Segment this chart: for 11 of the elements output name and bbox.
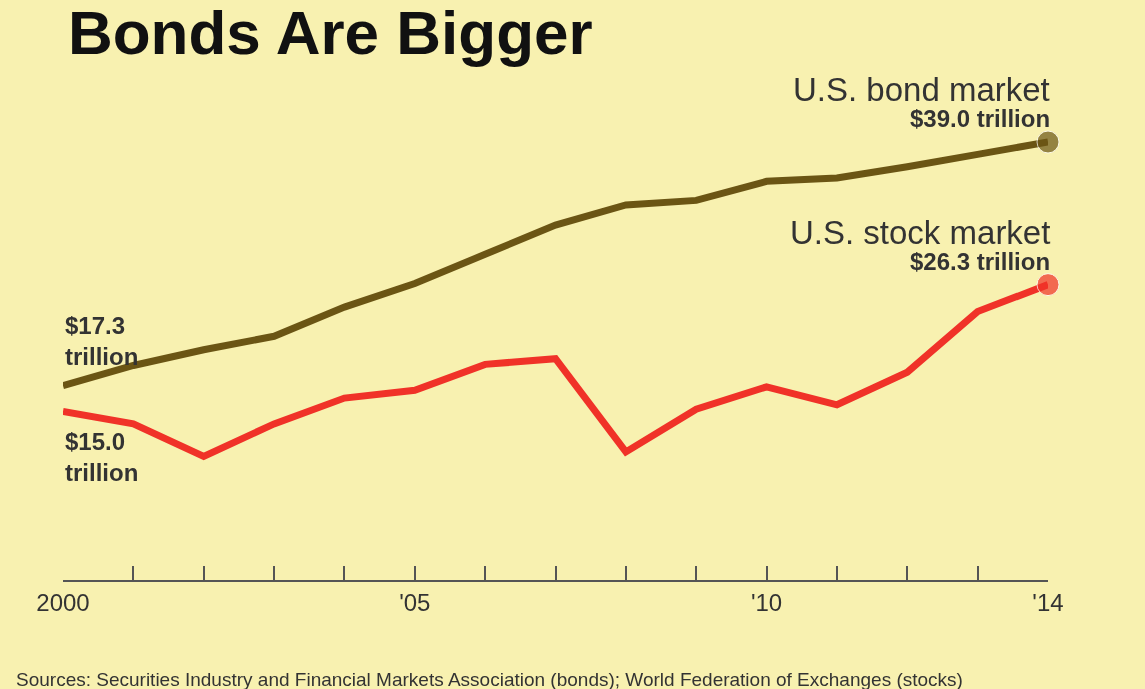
series-label: U.S. bond market <box>793 71 1050 108</box>
series-label: U.S. stock market <box>790 214 1051 251</box>
x-tick-label: '05 <box>399 588 431 616</box>
data-label: $17.3 trillion <box>65 312 139 371</box>
data-label: $26.3 trillion <box>910 248 1051 275</box>
x-tick-label: '10 <box>750 588 783 616</box>
data-label: $15.0 trillion <box>65 428 139 487</box>
x-tick-label: '14 <box>1032 588 1064 616</box>
data-label: $39.0 trillion <box>910 105 1051 132</box>
chart-title: Bonds Are Bigger <box>67 0 593 67</box>
x-tick-label: 2000 <box>36 588 90 616</box>
